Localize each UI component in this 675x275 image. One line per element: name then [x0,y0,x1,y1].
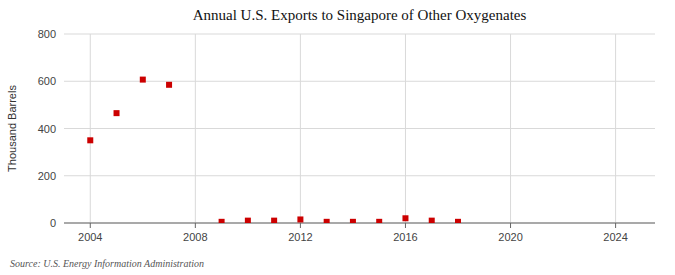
point [114,110,120,116]
x-tick [405,223,406,228]
title: Annual U.S. Exports to Singapore of Othe… [193,7,527,23]
point [350,219,356,223]
y-tick-label: 600 [38,75,56,87]
y-tick-label: 0 [50,217,56,229]
source-note: Source: U.S. Energy Information Administ… [10,258,204,269]
y-tick-label: 200 [38,170,56,182]
point [140,77,146,83]
y-grid-line [64,81,655,82]
x-tick-label: 2024 [603,231,627,243]
y-grid-line [64,223,655,224]
point [402,215,408,221]
x-grid-line [300,34,301,223]
point [297,216,303,222]
point [455,219,461,223]
x-tick [615,223,616,228]
x-tick-label: 2012 [288,231,312,243]
x-grid-line [195,34,196,223]
y-axis-label: Thousand Barrels [6,85,18,172]
x-axis-line [64,223,655,224]
x-grid-line [405,34,406,223]
y-tick-label: 400 [38,123,56,135]
point [166,82,172,88]
x-tick-label: 2016 [393,231,417,243]
x-grid-line [90,34,91,223]
x-tick-label: 2020 [498,231,522,243]
point [271,218,277,223]
x-tick-label: 2004 [78,231,102,243]
y-tick-label: 800 [38,28,56,40]
point [324,219,330,223]
x-tick-label: 2008 [183,231,207,243]
point [219,219,225,223]
y-grid-line [64,128,655,129]
y-grid-line [64,34,655,35]
point [429,218,435,223]
chart: 0 200 400 600 800 2004 2008 2012 2016 2020 2024 Ann… [0,0,675,275]
grid [64,34,655,223]
points [87,77,461,223]
x-grid-line [615,34,616,223]
point [245,218,251,223]
x-tick [195,223,196,228]
x-tick [510,223,511,228]
x-tick [90,223,91,228]
point [87,137,93,143]
x-tick [300,223,301,228]
x-grid-line [510,34,511,223]
y-grid-line [64,175,655,176]
point [376,219,382,223]
